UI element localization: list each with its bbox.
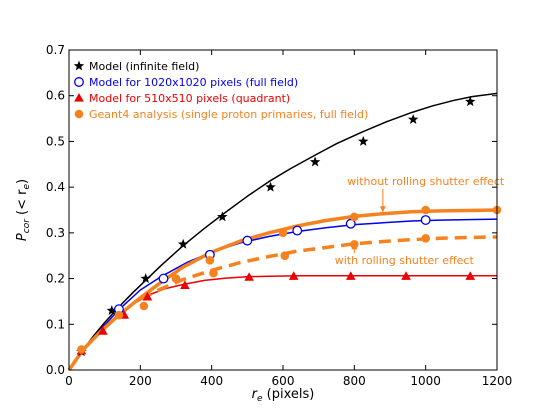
series-2-point: [345, 271, 356, 280]
series-2-point: [142, 291, 153, 301]
series-1-point: [345, 218, 356, 229]
annotation-text: with rolling shutter effect: [335, 254, 475, 267]
series-2-point: [244, 272, 254, 281]
y-axis-label: Pcor (< re): [15, 179, 32, 241]
x-tick-label: 1200: [482, 374, 513, 388]
annotation-arrowhead: [379, 206, 386, 213]
y-tick-label: 0.2: [46, 272, 65, 286]
y-tick-label: 0.0: [46, 363, 65, 377]
x-axis-label-rest: (pixels): [263, 387, 315, 402]
series-0-point: [358, 135, 369, 146]
series-2-point: [465, 271, 476, 280]
legend-marker-2: [74, 93, 84, 102]
legend-marker-3: [74, 109, 84, 119]
legend-label: Geant4 analysis (single proton primaries…: [89, 108, 368, 121]
series-0-point: [265, 181, 276, 192]
series-2-point: [98, 326, 108, 335]
series-2-point: [401, 271, 411, 280]
series-3-point: [350, 212, 359, 222]
series-4-point: [209, 268, 218, 278]
series-2-point: [180, 280, 190, 290]
legend-marker-1: [74, 77, 84, 87]
legend-label: Model (infinite field): [89, 60, 199, 73]
x-axis-label-main: r: [252, 387, 259, 402]
series-4-point: [280, 251, 290, 261]
series-0-point: [309, 156, 321, 167]
y-tick-label: 0.3: [46, 226, 65, 240]
series-line-4: [139, 235, 498, 301]
series-4-point: [421, 234, 430, 243]
y-tick-label: 0.4: [46, 180, 65, 194]
series-3-point: [77, 345, 86, 354]
series-1-point: [420, 215, 431, 226]
series-0-point: [465, 96, 476, 107]
legend: Model (infinite field) Model for 1020x102…: [73, 60, 368, 121]
y-tick-label: 0.1: [46, 317, 65, 331]
x-axis-label: re (pixels): [252, 387, 315, 404]
x-tick-label: 800: [343, 374, 366, 388]
series-0-point: [106, 305, 118, 316]
y-axis-label-main: P: [15, 233, 30, 241]
x-tick-label: 200: [129, 374, 152, 388]
series-0-point: [407, 113, 419, 124]
series-3-point: [139, 301, 149, 311]
series-1-point: [242, 235, 253, 246]
series-0-point: [140, 273, 151, 284]
series-0-point: [177, 238, 189, 249]
series-3-point: [171, 274, 181, 283]
legend-label: Model for 510x510 pixels (quadrant): [89, 92, 290, 105]
x-tick-label: 0: [65, 374, 73, 388]
series-1-point: [292, 225, 303, 236]
x-tick-label: 600: [272, 374, 295, 388]
x-tick-label: 1000: [410, 374, 441, 388]
series-3-point: [114, 310, 124, 320]
y-axis-label-end: ): [15, 179, 30, 184]
y-tick-label: 0.7: [46, 43, 65, 57]
y-axis-label-mid: (< r: [15, 189, 30, 219]
series-3-point: [278, 228, 288, 238]
annotation-arrowhead: [351, 243, 358, 250]
series-line-0: [68, 92, 498, 371]
series-1-point: [158, 273, 169, 284]
axis-ticks: 0 200 400 600 800 1000 1200 0.0 0.1 0.2 0.3 0.4 0.5 0…: [46, 43, 512, 388]
annotations: without rolling shutter effect with rolli…: [335, 175, 505, 267]
legend-label: Model for 1020x1020 pixels (full field): [89, 76, 298, 89]
x-axis-label-sub: e: [257, 394, 263, 404]
series-0-point: [217, 211, 228, 222]
legend-marker-0: [73, 60, 85, 71]
y-axis-label-sub: cor: [22, 218, 32, 233]
y-tick-label: 0.5: [46, 134, 65, 148]
x-tick-label: 400: [200, 374, 223, 388]
series-3-point: [421, 205, 430, 215]
series-2-point: [288, 271, 299, 280]
y-axis-label-sub2: e: [22, 184, 32, 190]
annotation-text: without rolling shutter effect: [347, 175, 505, 188]
series-3-point: [205, 255, 215, 265]
y-tick-label: 0.6: [46, 89, 65, 103]
